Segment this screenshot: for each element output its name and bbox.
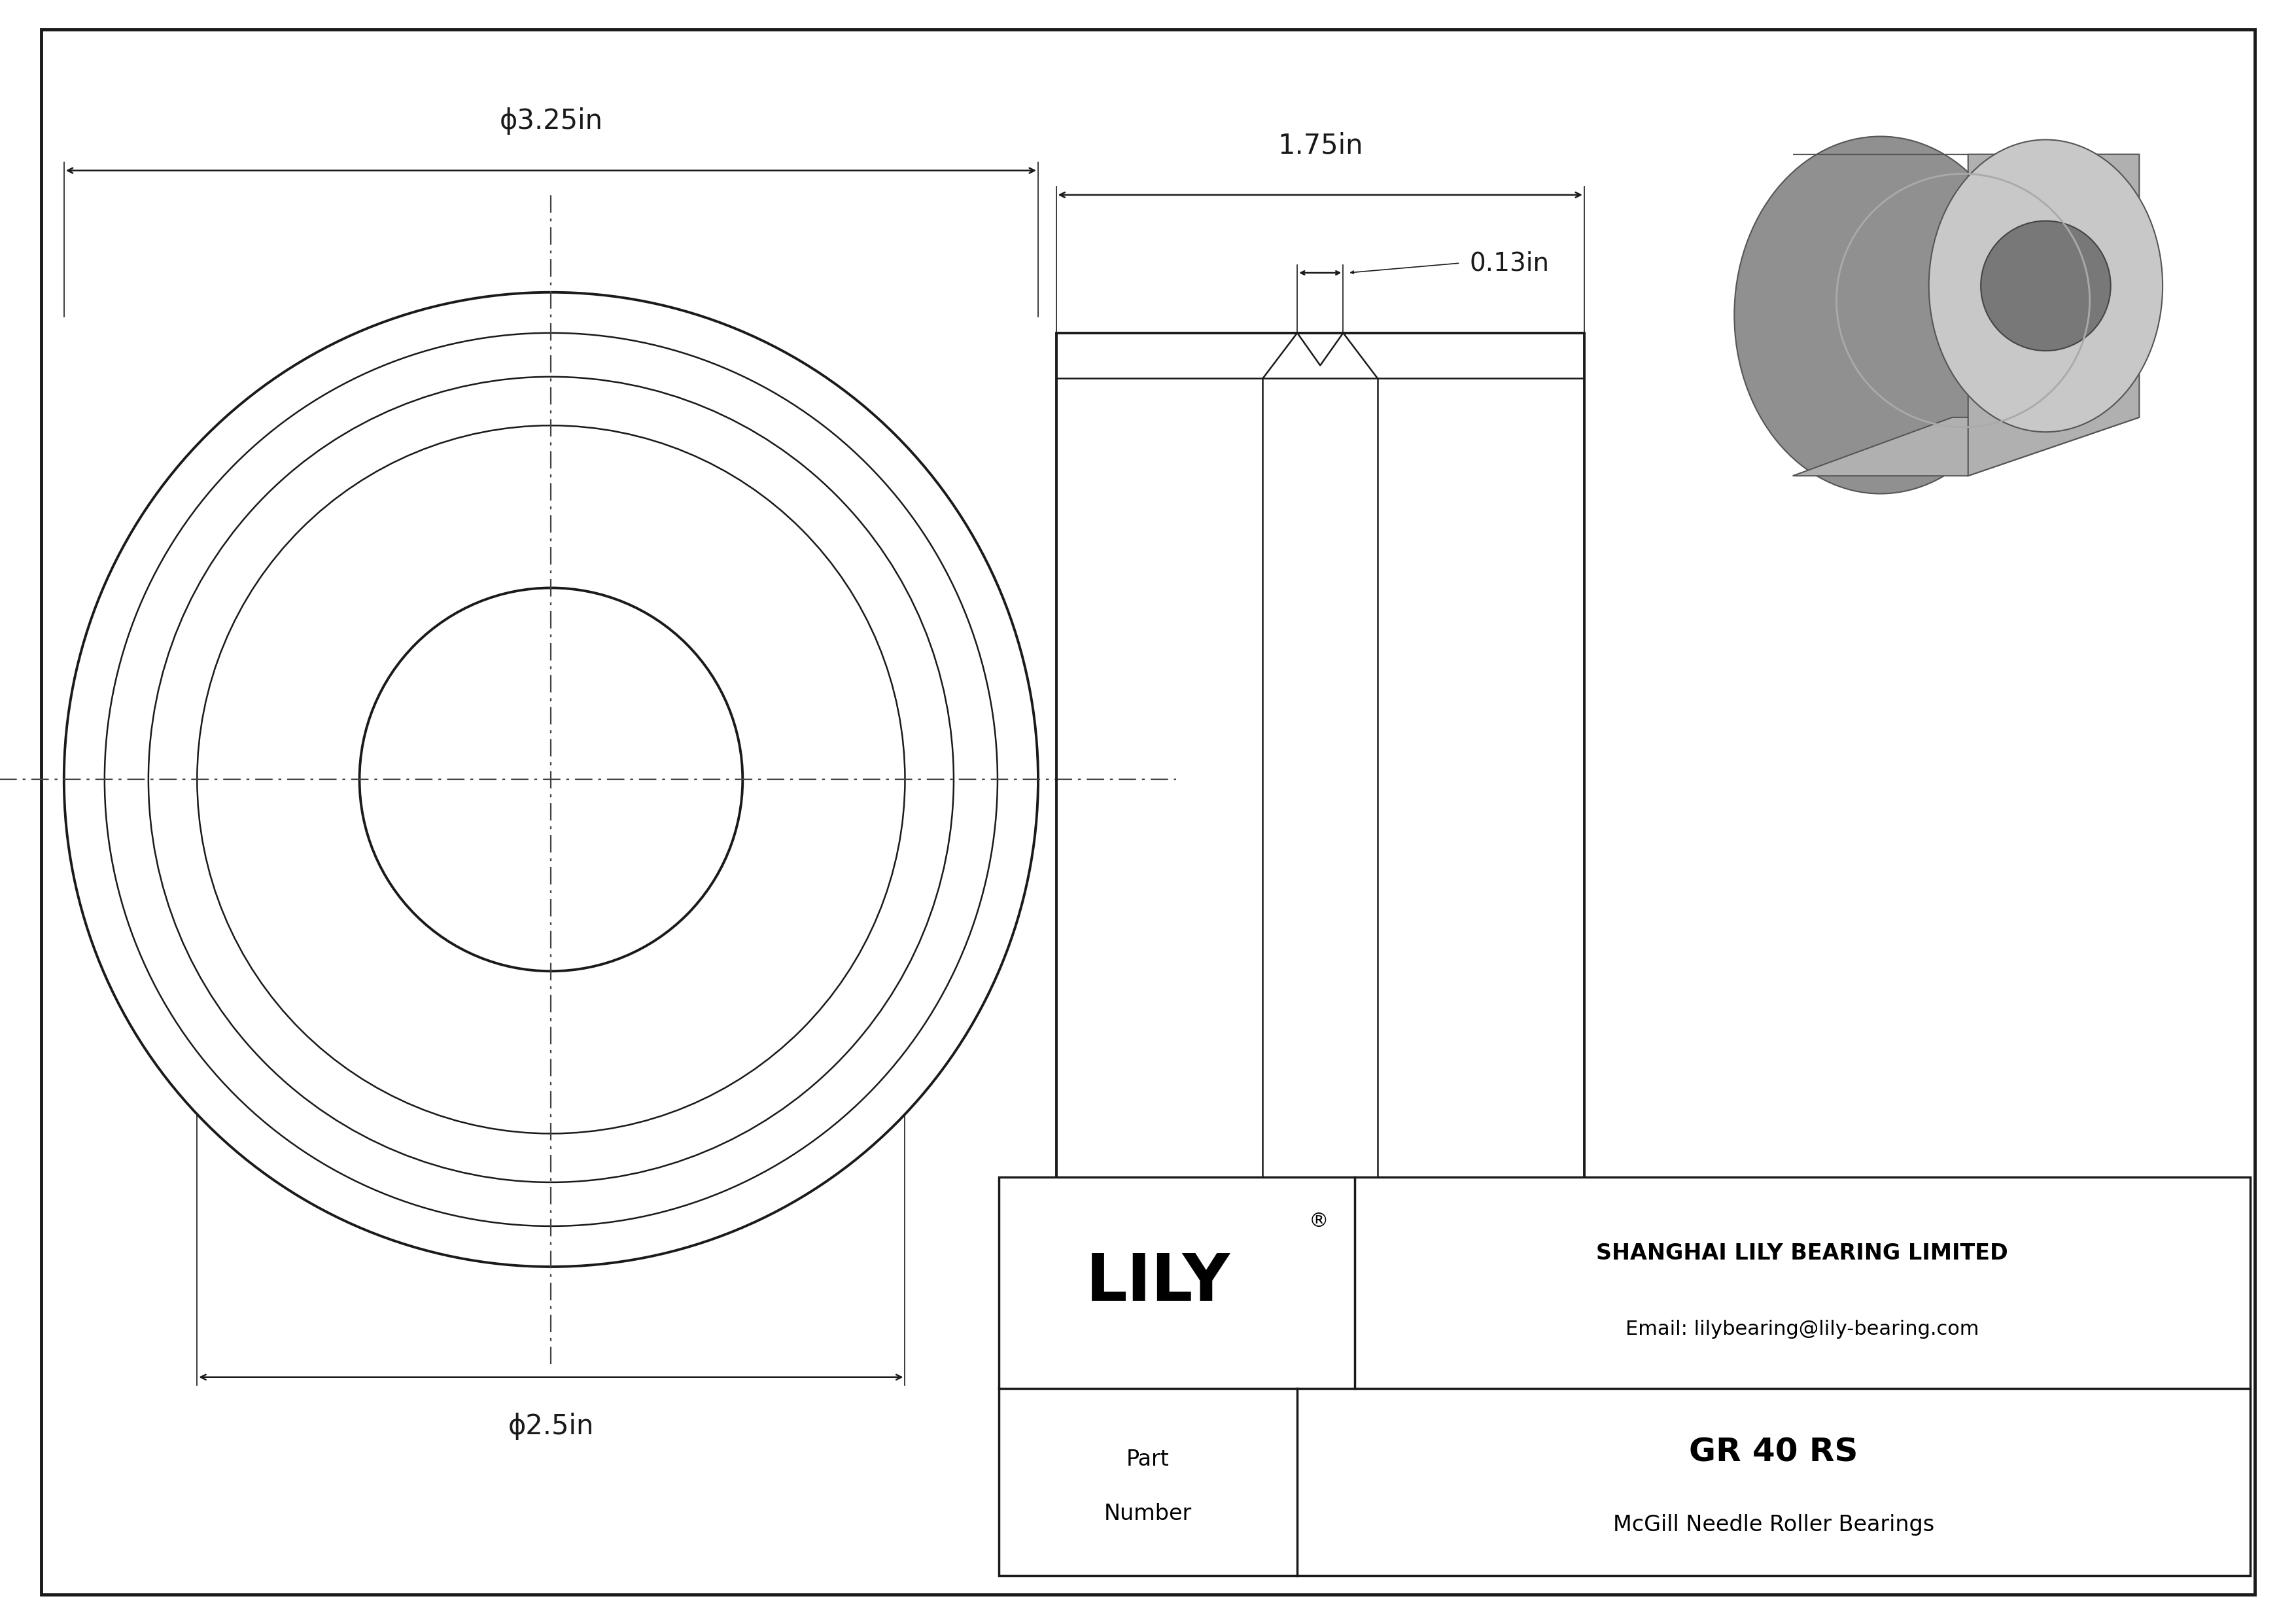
Text: ϕ2.5in: ϕ2.5in [507,1413,595,1440]
Text: ϕ3.25in: ϕ3.25in [498,107,604,135]
Text: ®: ® [1309,1212,1329,1231]
Text: Number: Number [1104,1502,1192,1525]
Ellipse shape [1929,140,2163,432]
Ellipse shape [1733,136,2027,494]
Text: Part: Part [1127,1449,1169,1470]
Ellipse shape [1981,221,2110,351]
Bar [999,1177,2250,1575]
Text: LILY: LILY [1086,1250,1231,1315]
Polygon shape [1793,417,2140,476]
Text: McGill Needle Roller Bearings: McGill Needle Roller Bearings [1614,1514,1933,1536]
Text: 1.75in: 1.75in [1277,132,1364,159]
Text: Email: lilybearing@lily-bearing.com: Email: lilybearing@lily-bearing.com [1626,1320,1979,1338]
Text: GR 40 RS: GR 40 RS [1690,1436,1857,1468]
Text: SHANGHAI LILY BEARING LIMITED: SHANGHAI LILY BEARING LIMITED [1596,1242,2009,1263]
Polygon shape [1968,154,2140,476]
Bar [1056,333,1584,1291]
Text: 0.13in: 0.13in [1469,250,1550,276]
